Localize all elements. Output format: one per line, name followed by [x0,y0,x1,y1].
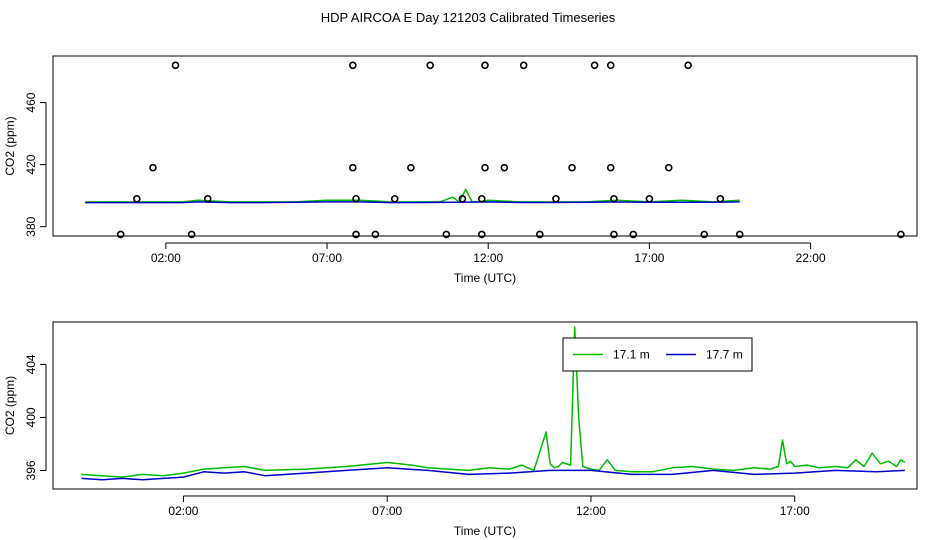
x-tick-label: 12:00 [473,251,503,265]
y-tick-label: 404 [24,354,38,374]
data-point [629,230,638,239]
data-point [407,163,415,172]
data-point [568,163,576,172]
data-point [481,163,489,172]
data-point [606,163,615,172]
data-point [352,194,360,203]
y-tick-label: 420 [24,154,38,174]
data-point [684,61,692,70]
data-point [171,61,180,70]
x-tick-label: 17:00 [780,504,810,518]
y-tick-label: 380 [24,216,38,236]
data-point [610,230,618,239]
y-tick-label: 400 [24,407,38,427]
data-point [700,230,709,239]
y-axis-label: CO2 (ppm) [3,376,17,435]
data-point [590,61,599,70]
data-point [116,230,125,239]
y-axis-label: CO2 (ppm) [3,116,17,175]
x-tick-label: 17:00 [634,251,664,265]
data-point [352,230,360,239]
legend-entry: 17.7 m [706,348,743,362]
data-point [481,61,489,70]
x-axis-label: Time (UTC) [454,271,516,285]
legend-entry: 17.1 m [613,348,650,362]
data-point [536,230,544,239]
data-point [519,61,528,70]
x-axis-label: Time (UTC) [454,524,516,538]
data-point [610,194,618,203]
x-tick-label: 12:00 [576,504,606,518]
data-point [133,194,141,203]
data-point [897,230,905,239]
x-tick-label: 02:00 [168,504,198,518]
bottom-panel: 02:00 07:00 12:00 17:00 Time (UTC) 396 400 404 C… [3,321,918,538]
y-tick-label: 396 [24,460,38,480]
data-point [349,163,357,172]
data-point [349,61,357,70]
data-point [203,194,212,203]
series-line-0 [81,326,906,478]
series-line-0 [85,188,740,203]
x-tick-label: 07:00 [312,251,342,265]
data-point [477,194,486,203]
data-point [371,230,380,239]
legend: 17.1 m 17.7 m [562,337,753,372]
x-tick-label: 02:00 [151,251,181,265]
plot-frame [52,321,918,490]
series-line-1 [85,201,740,204]
data-point [735,230,744,239]
data-point [187,230,196,239]
data-point [552,194,560,203]
data-point [458,194,467,203]
data-point [477,230,486,239]
chart-title: HDP AIRCOA E Day 121203 Calibrated Times… [321,10,616,25]
plot-frame [52,55,918,237]
y-tick-label: 460 [24,92,38,112]
data-point [426,61,434,70]
top-panel: 02:00 07:00 12:00 17:00 22:00 Time (UTC) 380 42… [3,55,918,285]
data-point [442,230,451,239]
data-point [645,194,654,203]
data-point [149,163,157,172]
data-point [664,163,673,172]
series-line-1 [81,467,905,481]
x-tick-label: 22:00 [796,251,826,265]
data-point [390,194,399,203]
data-point [716,194,725,203]
data-point [500,163,509,172]
x-tick-label: 07:00 [372,504,402,518]
data-point [606,61,615,70]
